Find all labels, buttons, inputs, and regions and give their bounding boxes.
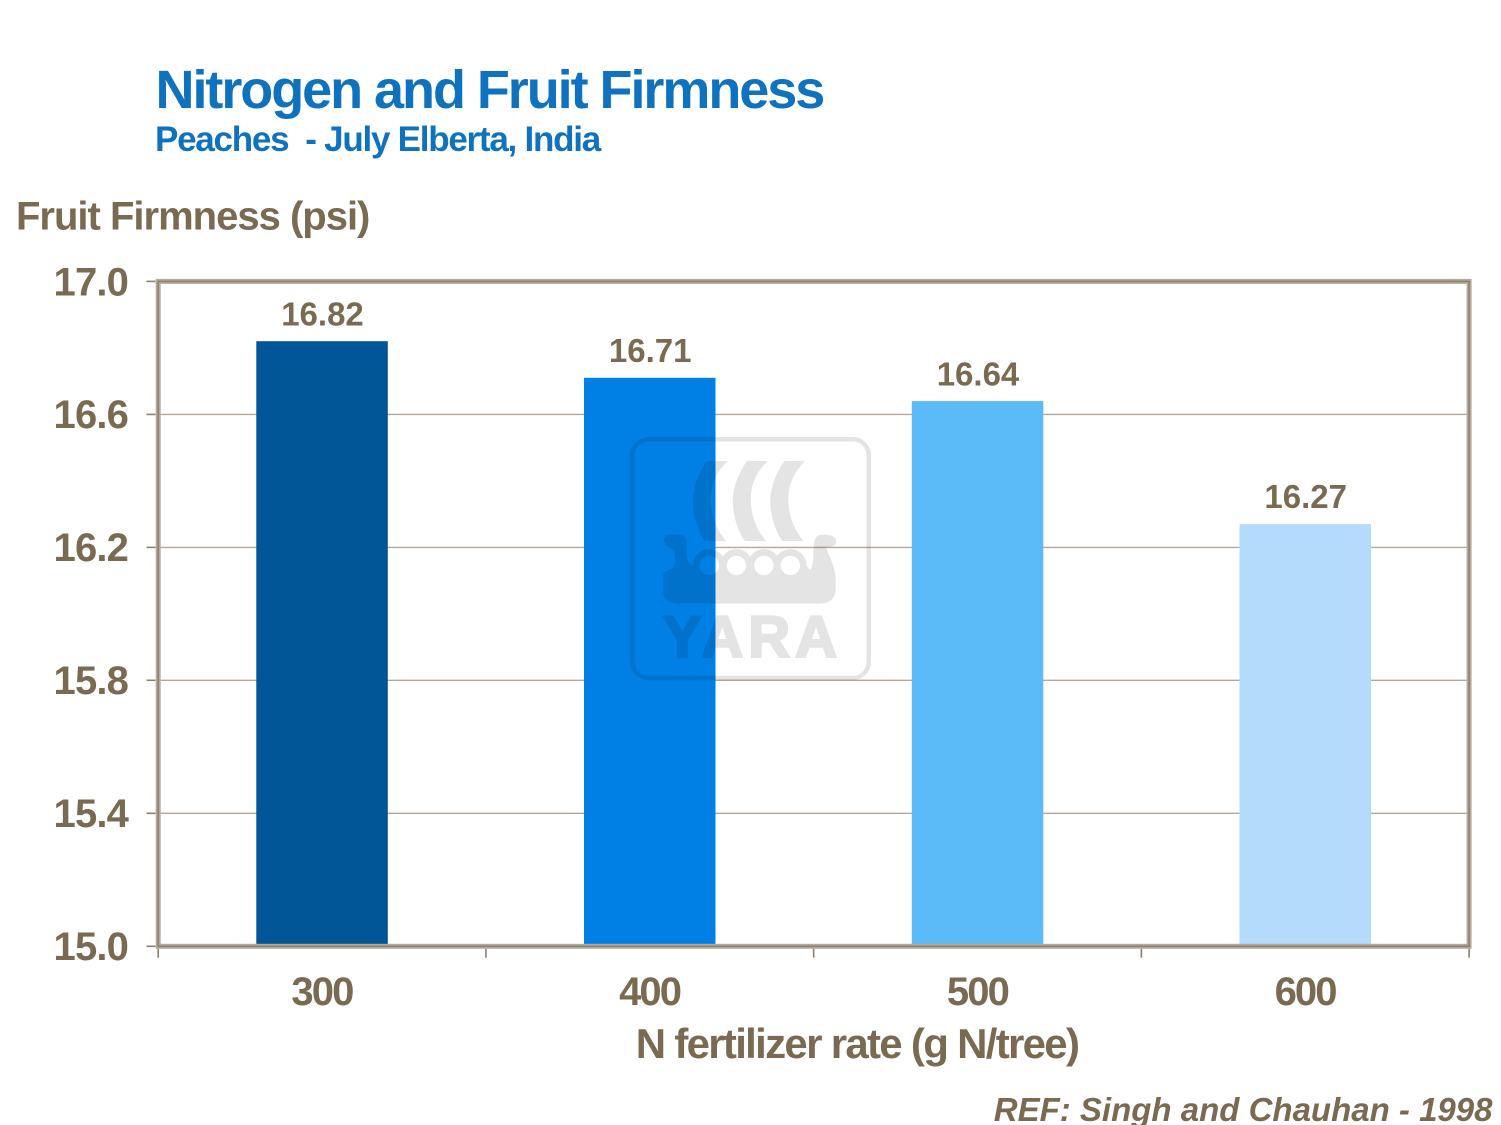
- svg-text:600: 600: [1275, 970, 1337, 1014]
- svg-text:15.0: 15.0: [54, 925, 128, 969]
- svg-text:N fertilizer rate (g N/tree): N fertilizer rate (g N/tree): [636, 1020, 1079, 1067]
- svg-text:300: 300: [291, 970, 353, 1014]
- svg-text:500: 500: [947, 970, 1009, 1014]
- svg-text:Fruit Firmness (psi): Fruit Firmness (psi): [16, 195, 369, 239]
- svg-text:16.27: 16.27: [1264, 478, 1347, 515]
- svg-text:16.82: 16.82: [281, 296, 364, 333]
- svg-text:16.71: 16.71: [609, 332, 692, 369]
- svg-text:16.2: 16.2: [54, 526, 128, 570]
- svg-text:16.6: 16.6: [54, 393, 128, 437]
- svg-text:400: 400: [619, 970, 681, 1014]
- svg-text:REF: Singh and Chauhan - 1998: REF: Singh and Chauhan - 1998: [994, 1091, 1493, 1125]
- svg-text:15.8: 15.8: [54, 659, 129, 703]
- svg-text:16.64: 16.64: [937, 355, 1020, 392]
- svg-text:Nitrogen and Fruit Firmness: Nitrogen and Fruit Firmness: [156, 60, 824, 120]
- svg-text:15.4: 15.4: [54, 792, 130, 836]
- svg-text:Peaches - July Elberta, India: Peaches - July Elberta, India: [155, 120, 602, 159]
- svg-text:17.0: 17.0: [54, 260, 128, 304]
- svg-text:YARA: YARA: [663, 605, 842, 670]
